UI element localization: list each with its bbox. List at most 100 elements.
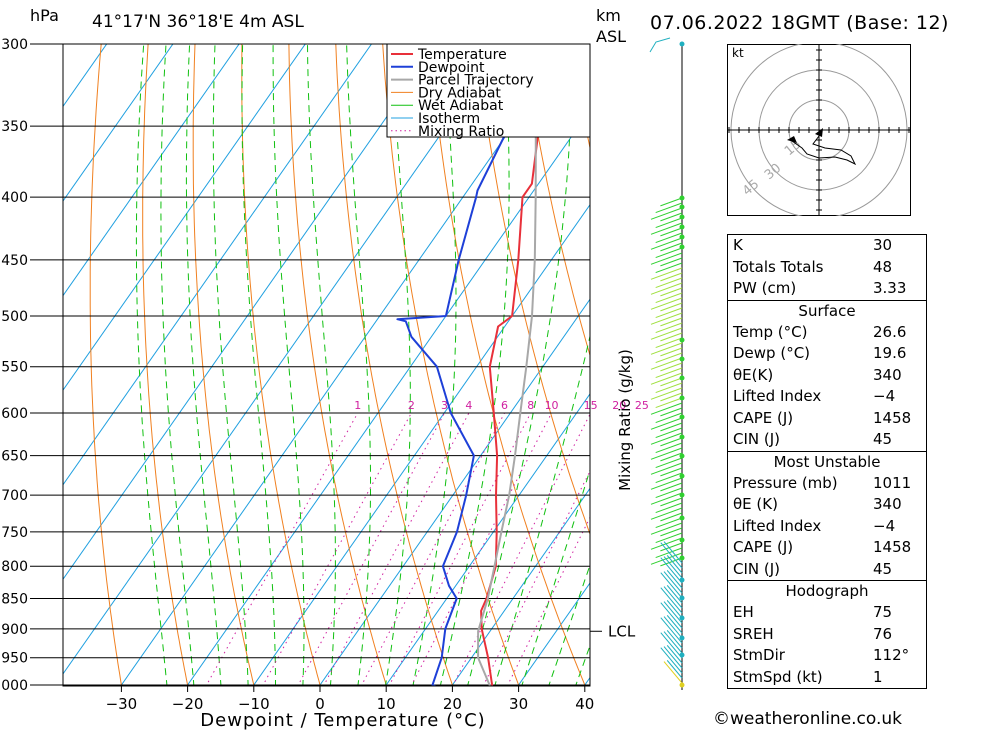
- surface-value: 26.6: [873, 322, 907, 341]
- surface-value: 1458: [873, 408, 912, 427]
- dry-adiabat-line: [933, 7, 1000, 711]
- isotherm-line: [63, 44, 373, 486]
- y-tick-label: 400: [1, 190, 28, 206]
- wind-barb: [650, 327, 683, 340]
- wind-barb: [660, 617, 683, 644]
- hodograph-value: 1: [873, 667, 883, 686]
- mixing-ratio-line: [323, 412, 470, 686]
- wind-barb: [660, 212, 683, 222]
- x-tick-label: 0: [315, 695, 325, 713]
- wind-barb: [663, 541, 683, 564]
- wind-level-dot: [679, 356, 685, 362]
- mixing-ratio-line: [205, 412, 359, 686]
- hodograph-label: SREH: [733, 624, 774, 643]
- wind-barb: [660, 317, 683, 327]
- mixing-ratio-line: [297, 412, 445, 686]
- dry-adiabat-line: [241, 44, 321, 686]
- wind-barb: [663, 601, 683, 624]
- wind-barb: [650, 342, 683, 355]
- wet-adiabat-line: [494, 334, 590, 686]
- wind-level-dot: [679, 337, 685, 343]
- wind-barb: [650, 432, 683, 445]
- wind-level-dot: [679, 214, 685, 220]
- wind-barb: [660, 362, 683, 372]
- wind-barb: [655, 367, 683, 379]
- wind-barb: [650, 357, 683, 370]
- isotherm-line: [517, 582, 590, 686]
- wind-barb: [650, 537, 683, 550]
- surface-title: Surface: [728, 299, 926, 322]
- wind-barb: [660, 377, 683, 387]
- y-tick-label: 900: [1, 622, 28, 638]
- wind-barb: [666, 555, 683, 574]
- dry-adiabat-line: [89, 44, 123, 686]
- hodograph-label: StmDir: [733, 646, 785, 664]
- wind-barb: [650, 492, 683, 505]
- wind-barb: [663, 586, 683, 609]
- wind-barb: [650, 252, 683, 265]
- surface-label: CIN (J): [733, 430, 781, 448]
- index-label: PW (cm): [733, 279, 797, 297]
- wind-barb: [650, 237, 683, 250]
- y-tick-label: 650: [1, 449, 28, 465]
- wind-level-dot: [679, 682, 685, 688]
- wind-barb: [650, 222, 683, 235]
- wind-barb: [660, 227, 683, 237]
- x-tick-label: 20: [443, 695, 462, 713]
- x-tick-label: −30: [106, 695, 138, 713]
- hodograph-value: 76: [873, 624, 893, 643]
- most-unstable-value: −4: [873, 516, 896, 535]
- dry-adiabat-line: [142, 44, 189, 686]
- isotherm-line: [63, 44, 174, 202]
- surface-label: Lifted Index: [733, 387, 822, 405]
- mixing-ratio-line: [410, 412, 553, 686]
- credit-link[interactable]: ©weatheronline.co.uk: [713, 709, 903, 729]
- isotherm-line: [451, 487, 590, 686]
- plot-frame: [62, 43, 591, 687]
- y-tick-label: 300: [1, 37, 28, 53]
- wind-barb: [650, 387, 683, 400]
- hodograph-label: EH: [733, 603, 754, 621]
- hodograph-value: 75: [873, 603, 893, 621]
- y-tick-label: 750: [1, 525, 28, 541]
- hodograph-trace: [791, 135, 857, 166]
- wind-barb: [655, 487, 683, 499]
- legend-entry: Dry Adiabat: [418, 85, 501, 101]
- isotherm-line: [63, 44, 439, 581]
- wind-profile-column: [649, 37, 685, 690]
- pressure-unit-label: hPa: [30, 6, 59, 25]
- wind-barb: [660, 302, 683, 312]
- wind-level-dot: [679, 204, 685, 210]
- wet-adiabat-line: [272, 44, 305, 686]
- wind-barb: [650, 417, 683, 430]
- dry-adiabat-line: [335, 44, 454, 686]
- wind-level-dot: [679, 195, 685, 201]
- x-tick-label: −20: [172, 695, 204, 713]
- wind-barb: [660, 197, 683, 207]
- wind-level-dot: [679, 224, 685, 230]
- surface-row: Dewp (°C) 19.6: [728, 343, 926, 365]
- wind-barb: [666, 630, 683, 649]
- surface-label: CAPE (J): [733, 408, 794, 427]
- wind-level-dot: [679, 375, 685, 381]
- wind-barb: [663, 556, 683, 579]
- wet-adiabat-line: [212, 44, 249, 686]
- most-unstable-label: CIN (J): [733, 559, 781, 578]
- wind-level-dot: [679, 234, 685, 240]
- wind-barb: [660, 347, 683, 357]
- wind-barb: [650, 282, 683, 295]
- most-unstable-label: Lifted Index: [733, 516, 822, 535]
- wet-adiabat-line: [160, 44, 195, 686]
- index-row: Totals Totals 48: [728, 257, 926, 279]
- datetime-title: 07.06.2022 18GMT (Base: 12): [650, 12, 949, 34]
- wind-barb: [666, 570, 683, 589]
- wind-level-dot: [679, 595, 685, 601]
- x-tick-label: −10: [238, 695, 270, 713]
- most-unstable-value: 1458: [873, 538, 912, 556]
- wet-adiabat-line: [548, 563, 590, 686]
- wind-barb: [660, 332, 683, 342]
- wind-barb: [650, 312, 683, 325]
- wind-barb: [655, 247, 683, 259]
- wind-barb-top: [649, 37, 671, 53]
- wind-barb: [663, 631, 683, 654]
